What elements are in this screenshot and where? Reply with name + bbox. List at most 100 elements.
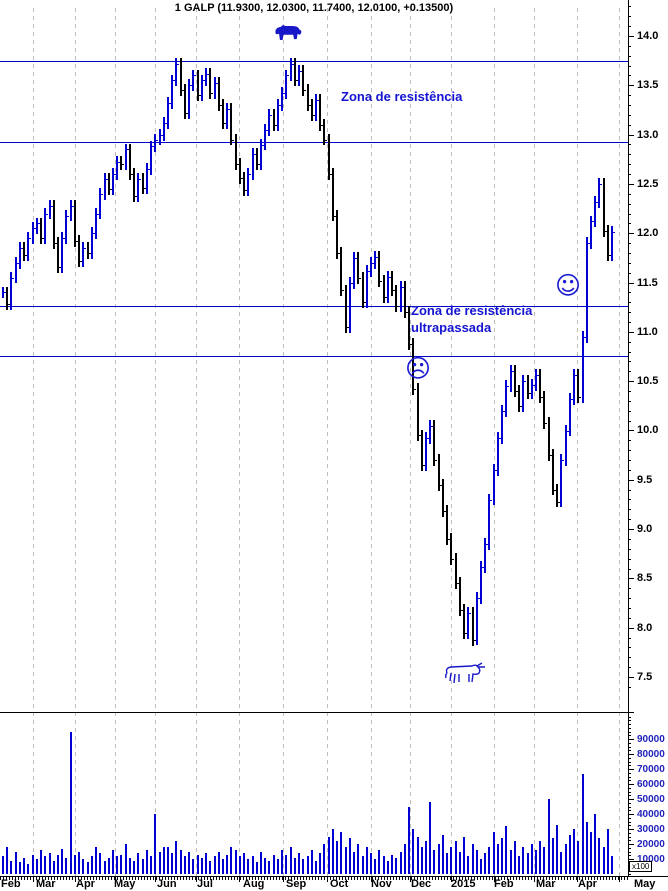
volume-bar — [497, 844, 499, 874]
month-label: Mar — [536, 878, 556, 890]
volume-bar — [116, 856, 118, 874]
close-tick — [588, 243, 590, 245]
month-label: Sep — [286, 878, 307, 890]
price-axis-minor-tick — [628, 401, 631, 402]
volume-bar — [57, 854, 59, 874]
price-axis-minor-tick — [628, 154, 631, 155]
breakout-annotation-line1: Zona de resistência — [411, 303, 533, 318]
price-axis-minor-tick — [628, 549, 631, 550]
close-tick — [203, 80, 205, 82]
close-tick — [579, 396, 581, 398]
price-axis-minor-tick — [628, 578, 631, 579]
price-axis-minor-tick — [628, 569, 631, 570]
price-bar — [362, 271, 364, 309]
volume-bar — [370, 853, 372, 874]
close-tick — [452, 558, 454, 560]
price-bar — [323, 118, 325, 146]
volume-axis-tick — [628, 844, 634, 845]
close-tick — [67, 215, 69, 217]
volume-bar — [268, 860, 270, 874]
volume-bar — [349, 838, 351, 874]
volume-scale-label: x100 — [629, 861, 653, 872]
price-bar — [104, 173, 106, 200]
volume-bar — [273, 854, 275, 874]
price-bar — [222, 99, 224, 129]
month-gridline — [534, 8, 535, 876]
volume-bar — [82, 859, 84, 874]
price-axis-tick — [628, 332, 634, 333]
price-axis-tick — [628, 480, 634, 481]
price-axis-minor-tick — [628, 263, 631, 264]
volume-bar — [366, 847, 368, 874]
close-tick — [296, 80, 298, 82]
price-bar — [163, 116, 165, 141]
volume-bar — [239, 856, 241, 874]
price-axis-tick — [628, 677, 634, 678]
volume-axis-minor-tick — [628, 724, 631, 725]
close-tick — [152, 146, 154, 148]
price-axis-label: 13.5 — [637, 79, 659, 91]
resistance-line[interactable] — [0, 61, 628, 62]
close-tick — [29, 238, 31, 240]
bull-icon[interactable] — [443, 661, 487, 692]
price-bar — [99, 187, 101, 220]
month-label: Feb — [494, 878, 514, 890]
close-tick — [156, 139, 158, 141]
bear-icon[interactable] — [272, 23, 302, 48]
volume-axis-minor-tick — [628, 814, 631, 815]
volume-bar — [61, 848, 63, 874]
volume-axis-label: 60000 — [637, 779, 665, 790]
close-tick — [503, 410, 505, 412]
price-bar — [133, 168, 135, 202]
volume-bar — [484, 853, 486, 874]
price-bar — [70, 199, 72, 222]
price-bar — [40, 217, 42, 245]
volume-bar — [438, 844, 440, 874]
close-tick — [93, 233, 95, 235]
close-tick — [131, 174, 133, 176]
price-bar — [569, 393, 571, 437]
happy-face-icon[interactable]: ☺ — [555, 271, 582, 300]
volume-bar — [108, 857, 110, 874]
price-bar — [116, 156, 118, 180]
price-axis-minor-tick — [628, 381, 631, 382]
price-axis-tick — [628, 578, 634, 579]
volume-bar — [467, 856, 469, 874]
volume-bar — [514, 841, 516, 874]
price-axis-tick — [628, 430, 634, 431]
close-tick — [283, 93, 285, 95]
volume-bar — [391, 854, 393, 874]
close-tick — [25, 254, 27, 256]
price-bar — [239, 158, 241, 184]
breakout-annotation[interactable]: Zona de resistência ultrapassada — [411, 302, 532, 336]
close-tick — [245, 189, 247, 191]
volume-bar — [611, 856, 613, 874]
volume-axis-tick — [628, 754, 634, 755]
close-tick — [228, 109, 230, 110]
resistance-annotation[interactable]: Zona de resistência — [341, 89, 463, 104]
volume-axis-minor-tick — [628, 720, 631, 721]
close-tick — [397, 306, 399, 308]
price-axis-minor-tick — [628, 628, 631, 629]
volume-bar — [142, 859, 144, 874]
close-tick — [524, 381, 526, 383]
close-tick — [490, 499, 492, 501]
volume-bar — [535, 850, 537, 874]
close-tick — [249, 174, 251, 176]
volume-bar — [112, 850, 114, 874]
close-tick — [495, 469, 497, 471]
close-tick — [507, 386, 509, 388]
volume-bar — [53, 860, 55, 874]
resistance-line[interactable] — [0, 142, 628, 143]
volume-bar — [247, 859, 249, 874]
volume-bar — [442, 835, 444, 874]
resistance-line[interactable] — [0, 356, 628, 357]
sad-face-icon[interactable]: ☹ — [405, 354, 432, 383]
volume-bar — [433, 850, 435, 874]
volume-bar — [302, 859, 304, 874]
price-bar — [214, 77, 216, 100]
resistance-line[interactable] — [0, 306, 628, 307]
price-axis-minor-tick — [628, 85, 631, 86]
volume-bar — [552, 838, 554, 874]
